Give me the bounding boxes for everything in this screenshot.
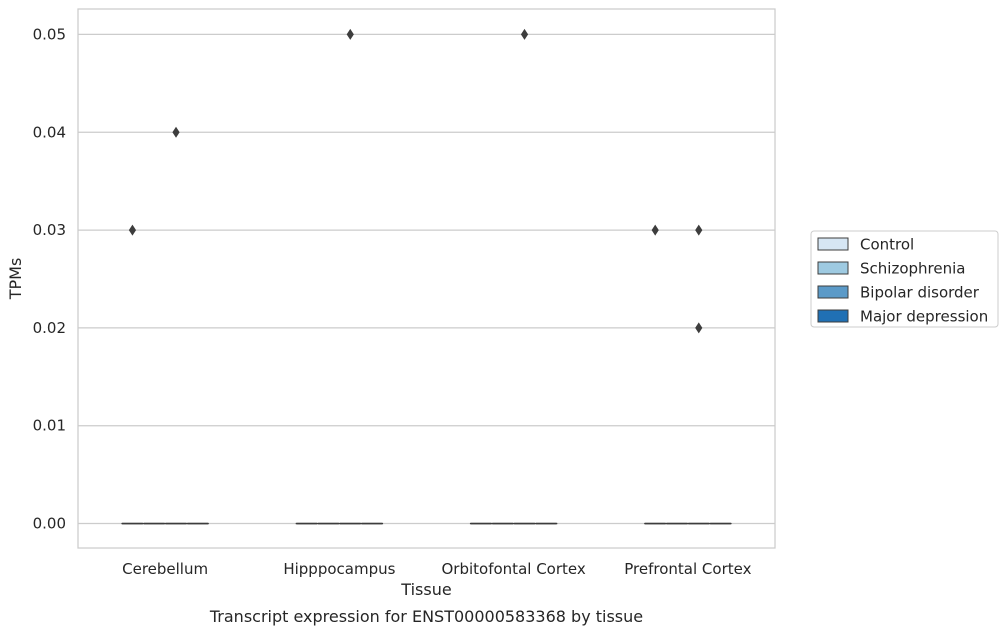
chart-caption: Transcript expression for ENST0000058336…	[209, 607, 643, 626]
x-tick-label: Orbitofontal Cortex	[442, 560, 586, 578]
outlier-point	[695, 224, 703, 236]
x-tick-labels: Cerebellum Hipppocampus Orbitofontal Corte…	[122, 560, 751, 578]
legend-swatch	[817, 285, 849, 299]
plot-area	[78, 9, 775, 548]
legend-swatch	[817, 309, 849, 323]
outlier-point	[695, 322, 703, 334]
plot-frame	[77, 8, 776, 549]
outlier-point	[172, 126, 180, 138]
outlier-point	[651, 224, 659, 236]
y-tick-label: 0.05	[33, 25, 66, 43]
y-tick-label: 0.01	[33, 417, 66, 435]
legend-frame	[810, 230, 999, 328]
outlier-point	[520, 28, 529, 40]
legend-label: Major depression	[860, 308, 988, 326]
legend-label: Control	[860, 236, 914, 254]
y-tick-label: 0.03	[33, 221, 66, 239]
legend: Control Schizophrenia Bipolar disorder Majo…	[810, 230, 999, 328]
x-axis-label: Tissue	[400, 580, 451, 599]
outlier-point	[128, 224, 137, 236]
legend-swatch	[817, 261, 849, 275]
outlier-point	[346, 28, 354, 40]
legend-swatch	[817, 237, 849, 251]
x-tick-label: Hipppocampus	[283, 560, 395, 578]
outliers-layer	[128, 28, 703, 334]
legend-label: Schizophrenia	[860, 260, 965, 278]
legend-label: Bipolar disorder	[860, 284, 980, 302]
x-tick-label: Cerebellum	[122, 560, 208, 578]
y-tick-labels: 0.00 0.01 0.02 0.03 0.04 0.05	[33, 25, 66, 532]
y-tick-label: 0.00	[33, 515, 66, 533]
y-axis-label: TPMs	[6, 258, 25, 301]
y-tick-label: 0.04	[33, 123, 66, 141]
x-tick-label: Prefrontal Cortex	[624, 560, 751, 578]
y-tick-label: 0.02	[33, 319, 66, 337]
